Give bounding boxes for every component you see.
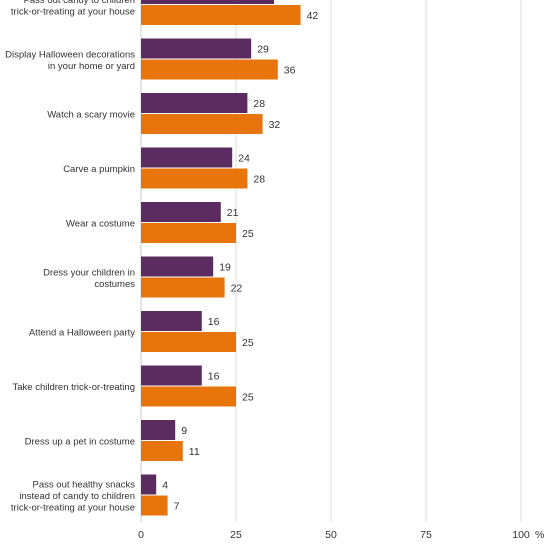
- bar: [141, 365, 202, 386]
- category-label: Wear a costume: [66, 219, 135, 230]
- bar-value-label: 16: [208, 316, 220, 328]
- bar-value-label: 4: [162, 480, 168, 492]
- bar: [141, 386, 236, 407]
- bar-value-label: 16: [208, 371, 220, 383]
- bar-value-label: 25: [242, 228, 254, 240]
- bar: [141, 147, 233, 168]
- x-tick-label: 0: [138, 529, 144, 541]
- bar-value-label: 11: [189, 446, 200, 458]
- bar: [141, 114, 263, 134]
- x-tick-label: 100: [512, 529, 530, 541]
- bar-value-label: 22: [231, 283, 243, 295]
- bar: [141, 256, 214, 277]
- category-label: Take children trick-or-treating: [13, 382, 136, 393]
- category-label: Pass out candy to children trick-or-treat…: [11, 0, 135, 17]
- bar: [141, 474, 157, 495]
- category-label: Dress up a pet in costume: [25, 437, 135, 448]
- bar-value-label: 25: [242, 337, 254, 349]
- bar: [141, 223, 236, 243]
- bar-value-label: 25: [242, 392, 254, 404]
- bar: [141, 5, 301, 25]
- bars: 3542293628322428212519221625162591147: [141, 0, 318, 516]
- bar: [141, 420, 176, 440]
- bar: [141, 38, 252, 59]
- bar: [141, 59, 278, 80]
- bar-value-label: 24: [238, 153, 250, 165]
- bar: [141, 93, 248, 113]
- category-label: Pass out healthy snacks instead of candy …: [11, 480, 135, 514]
- x-tick-label: 50: [325, 529, 337, 541]
- category-label: Display Halloween decorations in your hom…: [5, 49, 135, 72]
- bar: [141, 168, 248, 189]
- bar-value-label: 35: [280, 0, 292, 1]
- bar-value-label: 19: [219, 262, 231, 274]
- x-tick-label: 25: [230, 529, 242, 541]
- bar: [141, 277, 225, 298]
- bar-value-label: 28: [253, 174, 265, 186]
- category-label: Carve a pumpkin: [63, 164, 135, 175]
- bar: [141, 332, 236, 352]
- bar-value-label: 21: [227, 207, 239, 219]
- bar: [141, 495, 168, 516]
- category-labels: Pass out candy to children trick-or-treat…: [5, 0, 135, 514]
- bar-value-label: 36: [284, 65, 296, 77]
- bar: [141, 441, 183, 461]
- bar-value-label: 32: [269, 119, 281, 131]
- bar-value-label: 29: [257, 44, 269, 56]
- bar: [141, 311, 202, 331]
- bar-value-label: 42: [307, 10, 319, 22]
- x-tick-label: 75: [420, 529, 432, 541]
- bar: [141, 0, 274, 4]
- x-unit-label: %: [535, 529, 544, 541]
- category-label: Dress your children in costumes: [43, 267, 135, 290]
- x-axis: 0 25 50 75 100%: [138, 529, 544, 541]
- bar-value-label: 7: [174, 501, 180, 513]
- category-label: Watch a scary movie: [47, 110, 135, 121]
- bar-value-label: 9: [181, 425, 187, 437]
- bar-value-label: 28: [253, 98, 265, 110]
- category-label: Attend a Halloween party: [29, 328, 135, 339]
- bar: [141, 202, 221, 222]
